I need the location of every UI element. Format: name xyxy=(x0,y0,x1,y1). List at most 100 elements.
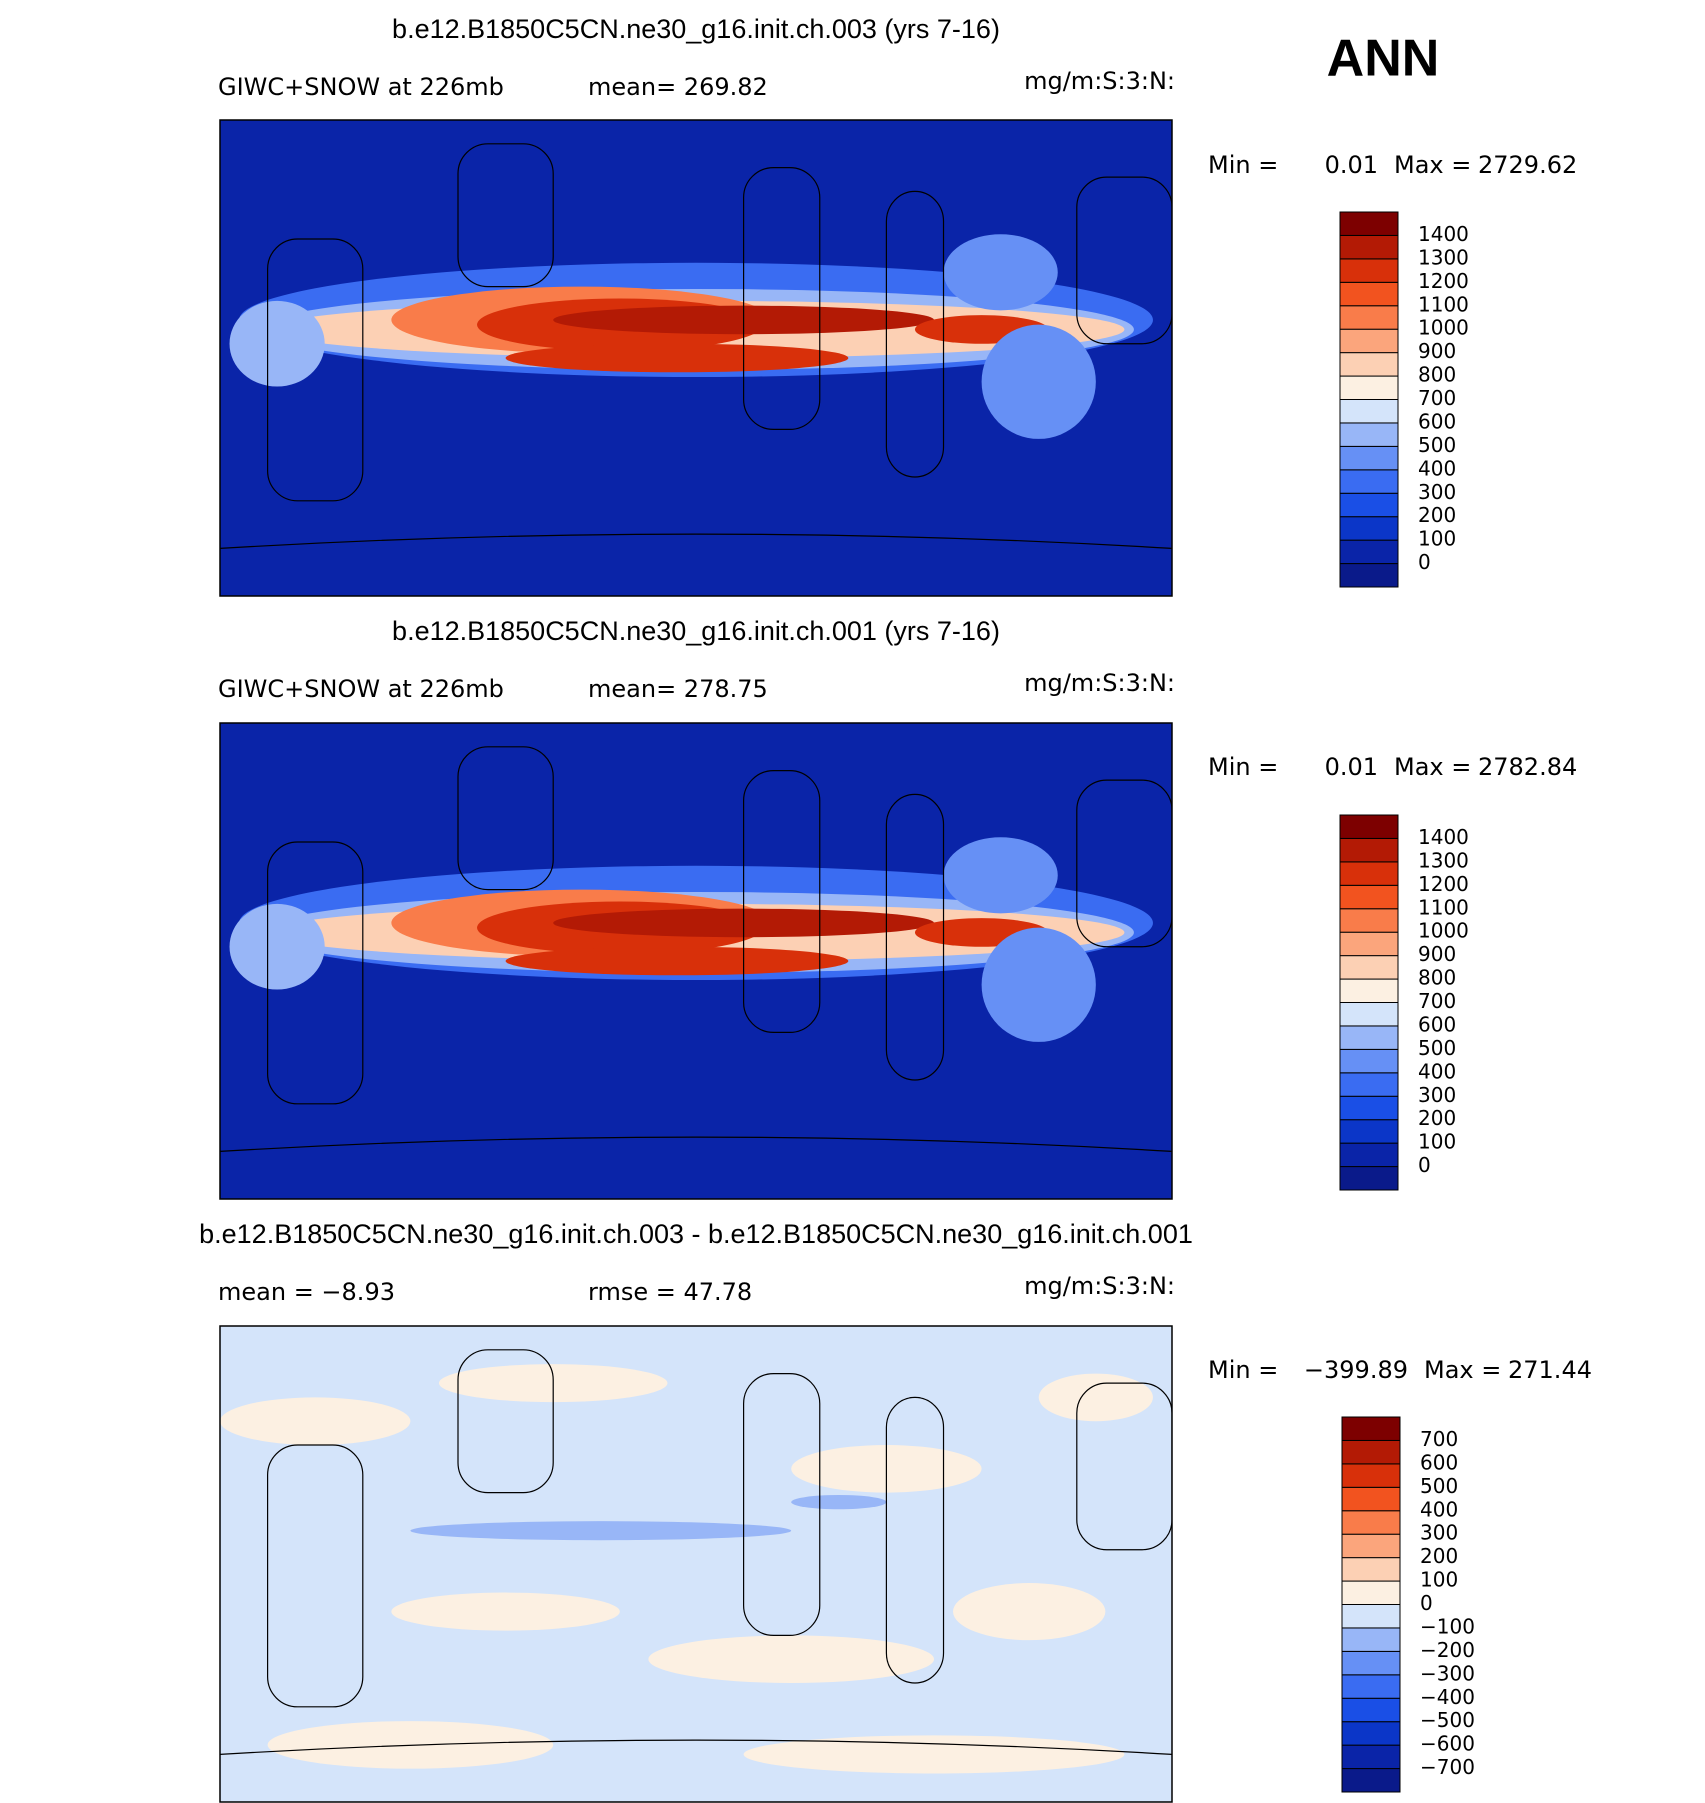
colorbar-label: 800 xyxy=(1418,966,1456,990)
min-label: Min = xyxy=(1208,151,1278,179)
colorbar-label: 1400 xyxy=(1418,825,1469,849)
colorbar-box xyxy=(1339,352,1399,377)
colorbar-label: 900 xyxy=(1418,942,1456,966)
map-field xyxy=(229,300,325,387)
colorbar-label: 700 xyxy=(1418,989,1456,1013)
panel-title: b.e12.B1850C5CN.ne30_g16.init.ch.003 - b… xyxy=(199,1219,1193,1249)
coastline xyxy=(742,167,821,430)
colorbar-box xyxy=(1341,1721,1401,1746)
map xyxy=(219,119,1173,597)
colorbar-label: 0 xyxy=(1418,550,1431,574)
coastline xyxy=(267,841,364,1105)
colorbar-label: 500 xyxy=(1420,1474,1458,1498)
colorbar-box xyxy=(1339,539,1399,565)
colorbar-box xyxy=(1339,814,1399,839)
map-field xyxy=(1038,1373,1153,1422)
colorbar-box xyxy=(1339,281,1399,307)
colorbar-box xyxy=(1341,1744,1401,1770)
coastline xyxy=(267,1444,364,1708)
units: mg/m:S:3:N: xyxy=(1024,1272,1175,1300)
colorbar-label: 600 xyxy=(1418,1012,1456,1036)
colorbar-box xyxy=(1341,1650,1401,1676)
min-value: 0.01 xyxy=(1325,151,1378,179)
colorbar-box xyxy=(1339,1095,1399,1121)
panel-title: b.e12.B1850C5CN.ne30_g16.init.ch.001 (yr… xyxy=(392,616,1000,646)
colorbar-label: 400 xyxy=(1420,1497,1458,1521)
max-value: 271.44 xyxy=(1508,1356,1592,1384)
colorbar-box xyxy=(1339,884,1399,910)
panel-label-middle: rmse = 47.78 xyxy=(588,1278,752,1306)
colorbar-label: 600 xyxy=(1418,409,1456,433)
colorbar-box xyxy=(1339,931,1399,957)
colorbar-box xyxy=(1339,399,1399,424)
colorbar-label: −600 xyxy=(1420,1732,1475,1756)
colorbar-box xyxy=(1341,1697,1401,1723)
colorbar-label: 1300 xyxy=(1418,848,1469,872)
colorbar-label: 900 xyxy=(1418,339,1456,363)
colorbar-box xyxy=(1339,1166,1399,1191)
colorbar-box xyxy=(1339,1002,1399,1027)
colorbar-label: 500 xyxy=(1418,1036,1456,1060)
max-label: Max = xyxy=(1394,151,1471,179)
colorbar-label: 100 xyxy=(1420,1568,1458,1592)
colorbar-box xyxy=(1339,422,1399,447)
map-field xyxy=(943,837,1058,914)
colorbar-box xyxy=(1339,328,1399,354)
panel-label-left: mean = −8.93 xyxy=(218,1278,395,1306)
map-field xyxy=(943,234,1058,311)
colorbar-box xyxy=(1339,516,1399,541)
panel-label-left: GIWC+SNOW at 226mb xyxy=(218,73,504,101)
map-frame xyxy=(219,119,1173,597)
colorbar-label: −700 xyxy=(1420,1755,1475,1779)
colorbar-label: 700 xyxy=(1418,386,1456,410)
max-label: Max = xyxy=(1424,1356,1501,1384)
colorbar-box xyxy=(1341,1604,1401,1629)
colorbar-box xyxy=(1341,1510,1401,1535)
colorbar-box xyxy=(1339,469,1399,494)
colorbar-label: 1300 xyxy=(1418,245,1469,269)
colorbar-label: −100 xyxy=(1420,1614,1475,1638)
colorbar-box xyxy=(1341,1557,1401,1582)
map-field xyxy=(648,1635,934,1683)
colorbar-label: 500 xyxy=(1418,433,1456,457)
colorbar-label: 300 xyxy=(1420,1521,1458,1545)
colorbar-label: 1200 xyxy=(1418,872,1469,896)
colorbar-box xyxy=(1339,211,1399,236)
panel-label-left: GIWC+SNOW at 226mb xyxy=(218,675,504,703)
panel-label-middle: mean= 269.82 xyxy=(588,73,768,101)
map-field xyxy=(505,343,849,373)
coastline xyxy=(457,143,554,288)
colorbar-label: 1100 xyxy=(1418,292,1469,316)
colorbar-box xyxy=(1339,445,1399,471)
map-field xyxy=(743,1735,1125,1774)
colorbar-box xyxy=(1339,861,1399,886)
colorbar-label: 300 xyxy=(1418,480,1456,504)
coastline xyxy=(1076,1382,1172,1551)
min-label: Min = xyxy=(1208,753,1278,781)
colorbar-label: 1100 xyxy=(1418,895,1469,919)
coastline xyxy=(457,1349,554,1494)
coastline xyxy=(220,533,1172,549)
colorbar-label: −500 xyxy=(1420,1708,1475,1732)
colorbar-label: −200 xyxy=(1420,1638,1475,1662)
colorbar-label: 1200 xyxy=(1418,269,1469,293)
colorbar-box xyxy=(1341,1768,1401,1793)
colorbar-box xyxy=(1341,1533,1401,1559)
colorbar-box xyxy=(1339,978,1399,1003)
map-field xyxy=(981,927,1096,1042)
min-value: −399.89 xyxy=(1304,1356,1408,1384)
coastline xyxy=(885,190,945,478)
coastline xyxy=(742,769,821,1033)
season-label: ANN xyxy=(1327,30,1440,88)
min-value: 0.01 xyxy=(1325,753,1378,781)
colorbar-label: 200 xyxy=(1418,1106,1456,1130)
map-frame xyxy=(219,722,1173,1200)
colorbar-box xyxy=(1341,1416,1401,1441)
coastline xyxy=(885,1396,945,1684)
colorbar-box xyxy=(1339,492,1399,518)
colorbar-box xyxy=(1339,837,1399,863)
coastline xyxy=(742,1372,821,1636)
map xyxy=(219,1325,1173,1803)
colorbar-label: 400 xyxy=(1418,1059,1456,1083)
